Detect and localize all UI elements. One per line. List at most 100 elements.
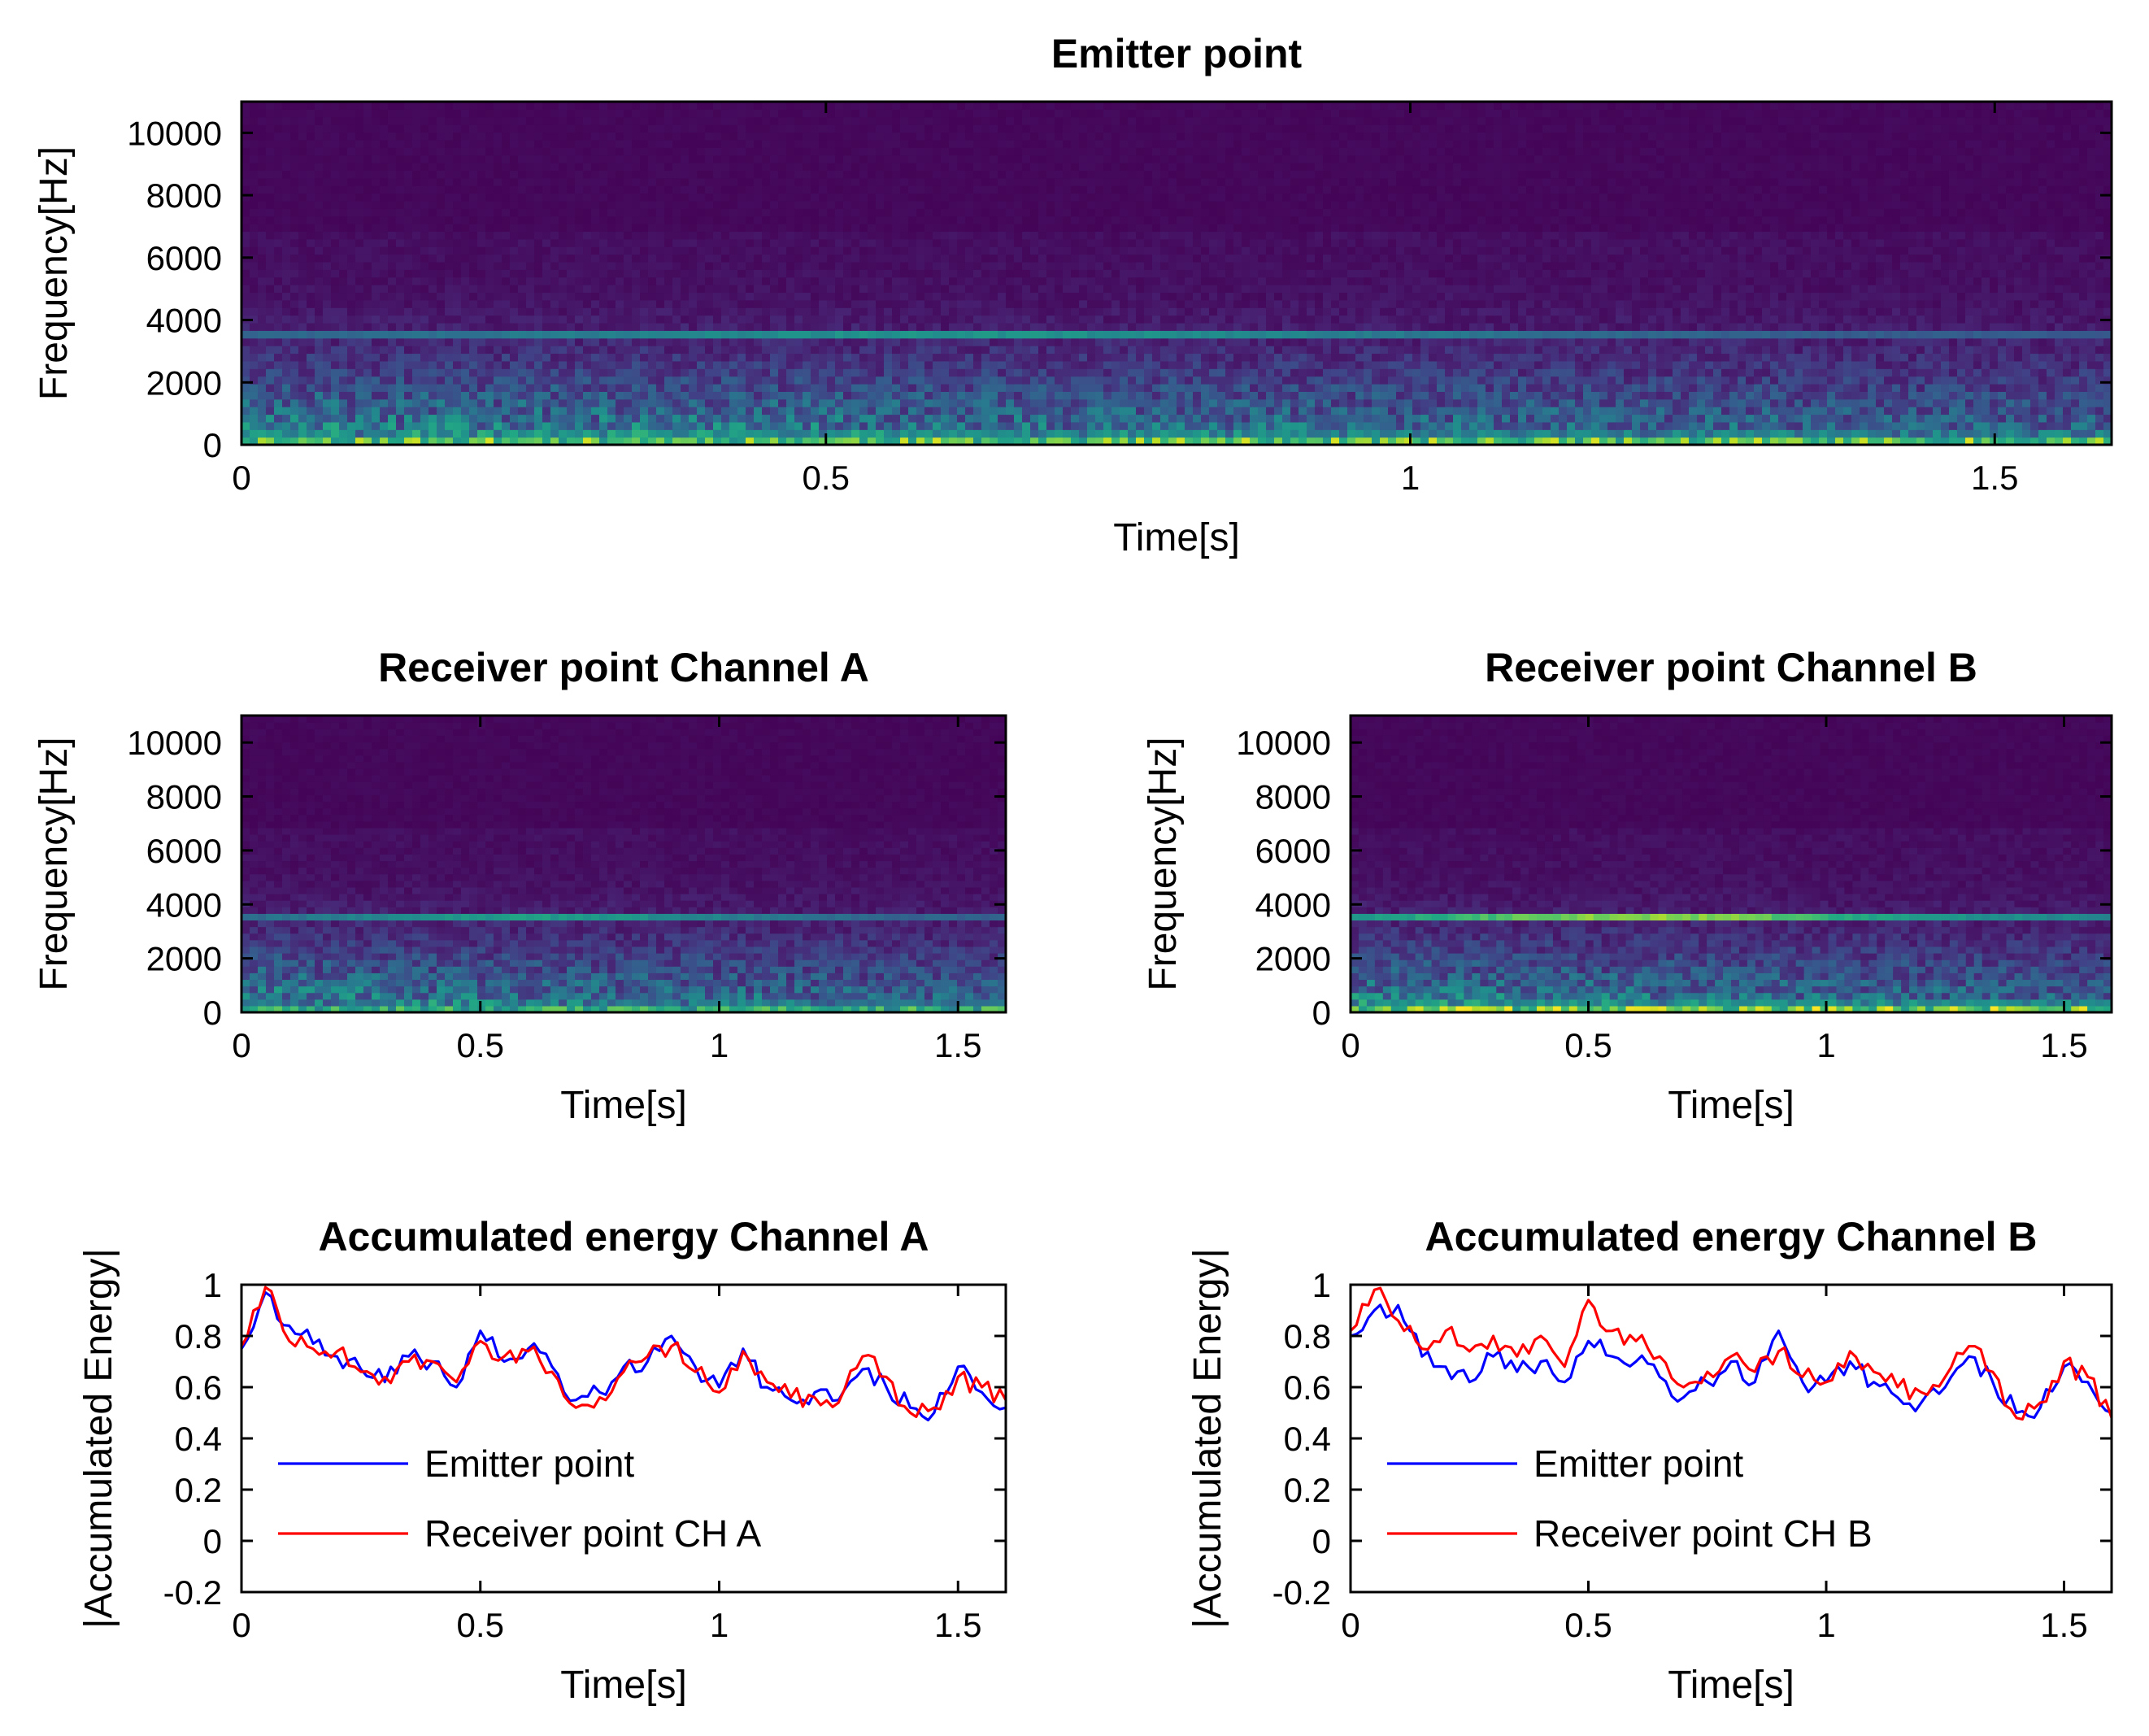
spec_emitter-heatmap-cell bbox=[1046, 383, 1055, 392]
spec_emitter-heatmap-cell bbox=[1982, 285, 1990, 294]
spec_emitter-heatmap-cell bbox=[1071, 391, 1080, 400]
spec_emitter-heatmap-cell bbox=[681, 376, 690, 385]
spec_emitter-heatmap-cell bbox=[1209, 292, 1218, 301]
spec_emitter-heatmap-cell bbox=[1152, 421, 1161, 430]
spec_emitter-heatmap-cell bbox=[689, 383, 698, 392]
spec_emitter-heatmap-cell bbox=[786, 315, 795, 324]
spec_emitter-heatmap-cell bbox=[1819, 299, 1828, 308]
spec_emitter-heatmap-cell bbox=[697, 299, 706, 308]
spec_emitter-heatmap-cell bbox=[363, 391, 372, 400]
spec_emitter-heatmap-cell bbox=[1542, 292, 1551, 301]
spec_emitter-heatmap-cell bbox=[2022, 299, 2031, 308]
spec_emitter-heatmap-cell bbox=[2095, 437, 2104, 446]
spec_emitter-heatmap-cell bbox=[770, 391, 779, 400]
spec_emitter-heatmap-cell bbox=[2006, 368, 2015, 377]
spec_emitter-heatmap-cell bbox=[1697, 429, 1706, 438]
spec_emitter-heatmap-cell bbox=[1396, 330, 1405, 339]
spec_emitter-heatmap-cell bbox=[1339, 315, 1348, 324]
spec_emitter-heatmap-cell bbox=[1762, 307, 1771, 316]
spec_emitter-heatmap-cell bbox=[681, 437, 690, 446]
spec_emitter-heatmap-cell bbox=[298, 330, 307, 339]
spec_emitter-heatmap-cell bbox=[1803, 285, 1812, 294]
spec_emitter-heatmap-cell bbox=[599, 299, 608, 308]
spec_emitter-heatmap-cell bbox=[1095, 292, 1104, 301]
spec_emitter-heatmap-cell bbox=[282, 429, 291, 438]
spec_emitter-heatmap-cell bbox=[1551, 407, 1560, 416]
spec_emitter-heatmap-cell bbox=[770, 383, 779, 392]
spec_emitter-heatmap-cell bbox=[1233, 337, 1242, 346]
spec_emitter-heatmap-cell bbox=[2055, 437, 2064, 446]
spec_emitter-heatmap-cell bbox=[1030, 360, 1039, 369]
spec_emitter-heatmap-cell bbox=[1136, 285, 1145, 294]
spec_emitter-heatmap-cell bbox=[981, 315, 990, 324]
spec_emitter-heatmap-cell bbox=[1469, 315, 1478, 324]
spec_emitter-heatmap-cell bbox=[1055, 292, 1064, 301]
spec_emitter-heatmap-cell bbox=[1323, 407, 1332, 416]
spec_emitter-heatmap-cell bbox=[282, 285, 291, 294]
spec_emitter-heatmap-cell bbox=[1860, 299, 1868, 308]
spec_emitter-heatmap-cell bbox=[1860, 391, 1868, 400]
spec_emitter-heatmap-cell bbox=[1461, 322, 1470, 331]
spec_emitter-heatmap-cell bbox=[705, 398, 714, 407]
spec_emitter-heatmap-cell bbox=[656, 383, 665, 392]
spec_emitter-heatmap-cell bbox=[1477, 346, 1486, 355]
spec_emitter-heatmap-cell bbox=[1640, 429, 1649, 438]
spec_emitter-heatmap-cell bbox=[1103, 315, 1112, 324]
spec_emitter-heatmap-cell bbox=[1445, 337, 1454, 346]
spec_emitter-heatmap-cell bbox=[1412, 360, 1421, 369]
spec_emitter-heatmap-cell bbox=[526, 407, 535, 416]
spec_emitter-heatmap-cell bbox=[1071, 368, 1080, 377]
spec_emitter-heatmap-cell bbox=[1998, 376, 2007, 385]
spec_emitter-heatmap-cell bbox=[616, 353, 624, 362]
spec_emitter-heatmap-cell bbox=[1128, 307, 1137, 316]
spec_emitter-heatmap-cell bbox=[1786, 391, 1795, 400]
spec_emitter-heatmap-cell bbox=[567, 353, 576, 362]
spec_emitter-heatmap-cell bbox=[1729, 437, 1738, 446]
spec_emitter-heatmap-cell bbox=[762, 376, 771, 385]
spec_emitter-heatmap-cell bbox=[599, 322, 608, 331]
spec_emitter-heatmap-cell bbox=[1266, 315, 1275, 324]
spec_emitter-heatmap-cell bbox=[1038, 353, 1047, 362]
spec_emitter-heatmap-cell bbox=[705, 391, 714, 400]
spec_emitter-heatmap-cell bbox=[1299, 346, 1307, 355]
spec_emitter-heatmap-cell bbox=[494, 330, 502, 339]
spec_emitter-heatmap-cell bbox=[973, 276, 982, 285]
spec_emitter-heatmap-cell bbox=[884, 414, 893, 423]
spec_emitter-heatmap-cell bbox=[1819, 376, 1828, 385]
spec_emitter-heatmap-cell bbox=[1502, 421, 1511, 430]
spec_emitter-heatmap-cell bbox=[1599, 322, 1608, 331]
spec_emitter-heatmap-cell bbox=[1217, 292, 1226, 301]
spec_emitter-heatmap-cell bbox=[990, 337, 998, 346]
spec_emitter-heatmap-cell bbox=[1477, 292, 1486, 301]
spec_emitter-heatmap-cell bbox=[859, 285, 868, 294]
spec_emitter-heatmap-cell bbox=[583, 346, 592, 355]
spec_emitter-heatmap-cell bbox=[1860, 398, 1868, 407]
spec_emitter-heatmap-cell bbox=[437, 315, 446, 324]
spec_emitter-heatmap-cell bbox=[1201, 383, 1210, 392]
spec_emitter-heatmap-cell bbox=[1160, 368, 1169, 377]
spec_emitter-heatmap-cell bbox=[1754, 407, 1763, 416]
spec_emitter-heatmap-cell bbox=[1681, 376, 1690, 385]
spec_emitter-heatmap-cell bbox=[1973, 337, 1982, 346]
spec_emitter-heatmap-cell bbox=[1794, 407, 1803, 416]
spec_emitter-heatmap-cell bbox=[803, 398, 811, 407]
spec_emitter-heatmap-cell bbox=[1770, 346, 1779, 355]
spec_emitter-heatmap-cell bbox=[1437, 285, 1446, 294]
spec_emitter-heatmap-cell bbox=[1900, 429, 1909, 438]
spec_emitter-heatmap-cell bbox=[656, 337, 665, 346]
spec_emitter-heatmap-cell bbox=[697, 414, 706, 423]
spec_emitter-heatmap-cell bbox=[624, 391, 633, 400]
spec_emitter-heatmap-cell bbox=[1087, 346, 1096, 355]
spec_emitter-heatmap-cell bbox=[1103, 346, 1112, 355]
spec_emitter-heatmap-cell bbox=[1786, 429, 1795, 438]
spec_emitter-heatmap-cell bbox=[258, 368, 267, 377]
spec_emitter-heatmap-cell bbox=[1591, 383, 1600, 392]
spec_emitter-heatmap-cell bbox=[1111, 346, 1120, 355]
spec_emitter-heatmap-cell bbox=[794, 383, 803, 392]
spec_emitter-heatmap-cell bbox=[1982, 421, 1990, 430]
spec_emitter-heatmap-cell bbox=[713, 376, 722, 385]
spec_emitter-heatmap-cell bbox=[1746, 337, 1755, 346]
spec_emitter-heatmap-cell bbox=[1445, 407, 1454, 416]
spec_emitter-heatmap-cell bbox=[1266, 353, 1275, 362]
spec_emitter-heatmap-cell bbox=[648, 353, 657, 362]
